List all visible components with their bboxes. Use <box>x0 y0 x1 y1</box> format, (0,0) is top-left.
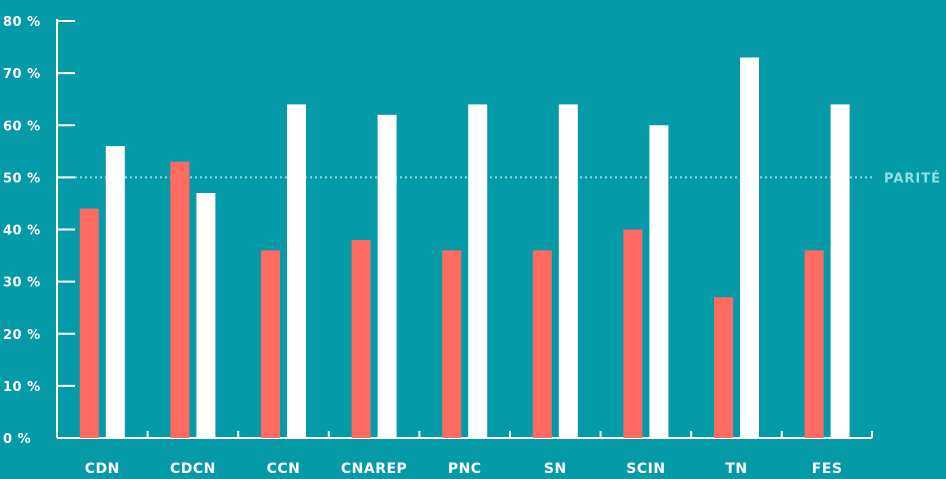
bar-series-b-pnc <box>468 104 488 439</box>
x-category-label: CDN <box>85 461 120 477</box>
bar-series-a-tn <box>714 297 733 438</box>
y-tick-label: 50 % <box>3 171 41 186</box>
bar-series-a-scin <box>623 229 643 438</box>
bar-series-a-pnc <box>442 250 462 438</box>
x-category-label: SCIN <box>626 461 665 477</box>
bar-series-a-sn <box>532 250 552 438</box>
y-tick-label: 60 % <box>3 119 41 134</box>
y-tick-label: 30 % <box>3 276 41 291</box>
bar-series-b-ccn <box>287 104 306 439</box>
y-tick-label: 20 % <box>3 328 41 343</box>
bar-series-b-sn <box>558 104 578 439</box>
bar-series-a-fes <box>804 250 824 438</box>
bar-series-a-ccn <box>261 250 280 438</box>
bar-series-a-cnarep <box>351 239 371 438</box>
bar-series-a-cdn <box>79 208 99 438</box>
x-category-label: SN <box>544 461 567 477</box>
bar-series-b-cdcn <box>196 193 216 438</box>
y-axis: 0 % 10 % 20 % 30 % 40 % 50 % 60 % 70 % 80 % <box>3 15 75 447</box>
x-category-label: CCN <box>267 461 301 477</box>
y-tick-label: 40 % <box>3 224 41 239</box>
y-tick-label: 80 % <box>3 15 41 30</box>
bar-series-b-cnarep <box>377 114 397 438</box>
x-category-label: CDCN <box>170 461 216 477</box>
bar-series-b-cdn <box>105 146 125 438</box>
parity-reference: PARITÉ <box>75 170 941 186</box>
y-tick-label: 10 % <box>3 380 41 395</box>
bar-series-a-cdcn <box>170 161 190 439</box>
bars <box>79 57 850 439</box>
bar-series-b-scin <box>649 125 669 438</box>
x-category-label: CNAREP <box>341 461 407 477</box>
y-tick-label: 70 % <box>3 67 41 82</box>
x-category-label: PNC <box>448 461 482 477</box>
y-tick-label: 0 % <box>3 432 31 447</box>
x-axis: CDN CDCN CCN CNAREP PNC SN SCIN TN FES <box>57 431 873 477</box>
parity-label: PARITÉ <box>884 170 941 186</box>
bar-series-b-fes <box>830 104 850 439</box>
bar-series-b-tn <box>740 57 759 439</box>
x-category-label: TN <box>725 461 747 477</box>
x-category-label: FES <box>812 461 843 477</box>
